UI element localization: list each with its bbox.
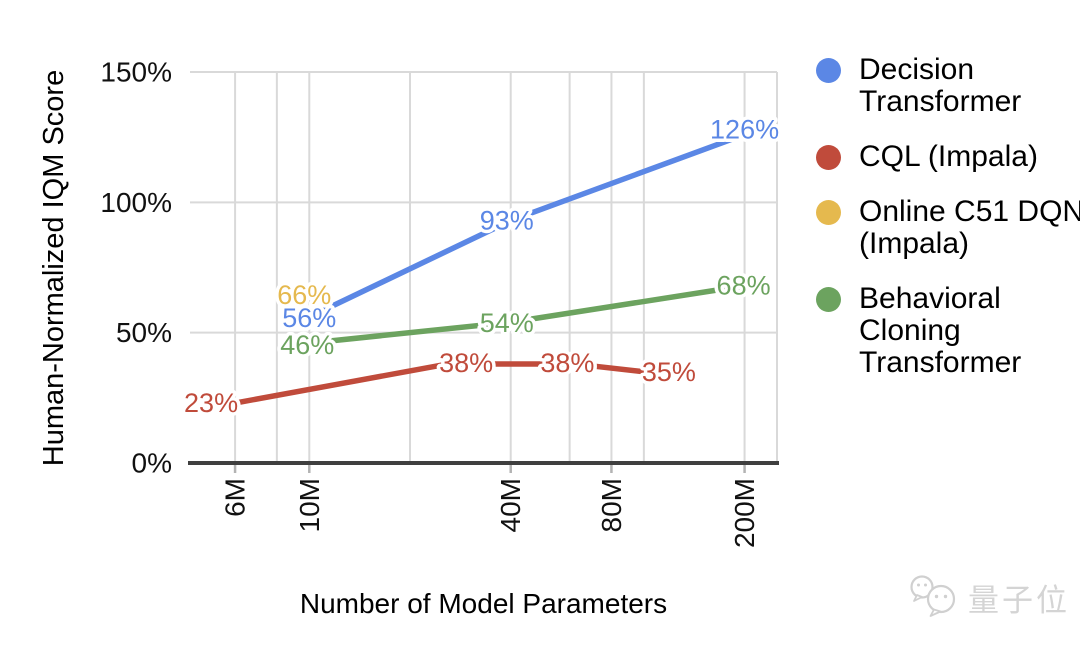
y-tick-label: 150% <box>100 57 172 88</box>
data-label: 56% <box>282 303 336 333</box>
legend-dot <box>816 287 841 312</box>
x-tick-label: 80M <box>596 478 627 532</box>
series-point <box>304 285 315 296</box>
x-tick-label: 6M <box>220 478 251 517</box>
y-tick-label: 50% <box>116 317 172 348</box>
watermark-text: 量子位 <box>968 582 1070 618</box>
x-tick-label: 10M <box>294 478 325 532</box>
series-line <box>306 282 748 346</box>
data-label: 23% <box>184 388 238 418</box>
legend-label: Decision Transformer <box>859 53 1022 118</box>
legend-label: Behavioral Cloning Transformer <box>859 282 1022 379</box>
data-label: 126% <box>710 115 779 145</box>
data-label: 66% <box>277 280 331 310</box>
data-label: 35% <box>642 357 696 387</box>
legend-label: Online C51 DQN (Impala) <box>859 195 1080 260</box>
legend-dot <box>816 58 841 83</box>
legend-dot <box>816 200 841 225</box>
chat-bubbles-icon <box>910 575 956 617</box>
legend-item-online-c51-dqn-impala: Online C51 DQN (Impala) <box>816 196 1080 260</box>
y-tick-label: 100% <box>100 187 172 218</box>
legend-dot <box>816 145 841 170</box>
legend: Decision Transformer CQL (Impala) Online C… <box>816 54 1080 379</box>
legend-label: CQL (Impala) <box>859 140 1038 173</box>
series-line <box>306 131 748 320</box>
data-label: 46% <box>280 330 334 360</box>
y-tick-label: 0% <box>132 448 172 479</box>
data-label: 68% <box>717 271 771 301</box>
x-axis-title: Number of Model Parameters <box>299 588 668 619</box>
legend-item-decision-transformer: Decision Transformer <box>816 54 1080 118</box>
x-tick-label: 200M <box>729 478 760 548</box>
data-label: 38% <box>540 348 594 378</box>
data-label: 54% <box>480 308 534 338</box>
y-axis-title: Human-Normalized IQM Score <box>38 69 70 467</box>
watermark: 量子位 <box>908 574 1070 620</box>
data-label: 38% <box>439 348 493 378</box>
legend-item-behavioral-cloning-transformer: Behavioral Cloning Transformer <box>816 283 1080 379</box>
x-tick-label: 40M <box>495 478 526 532</box>
legend-item-cql-impala: CQL (Impala) <box>816 141 1080 173</box>
data-label: 93% <box>480 206 534 236</box>
series-line <box>232 361 647 406</box>
